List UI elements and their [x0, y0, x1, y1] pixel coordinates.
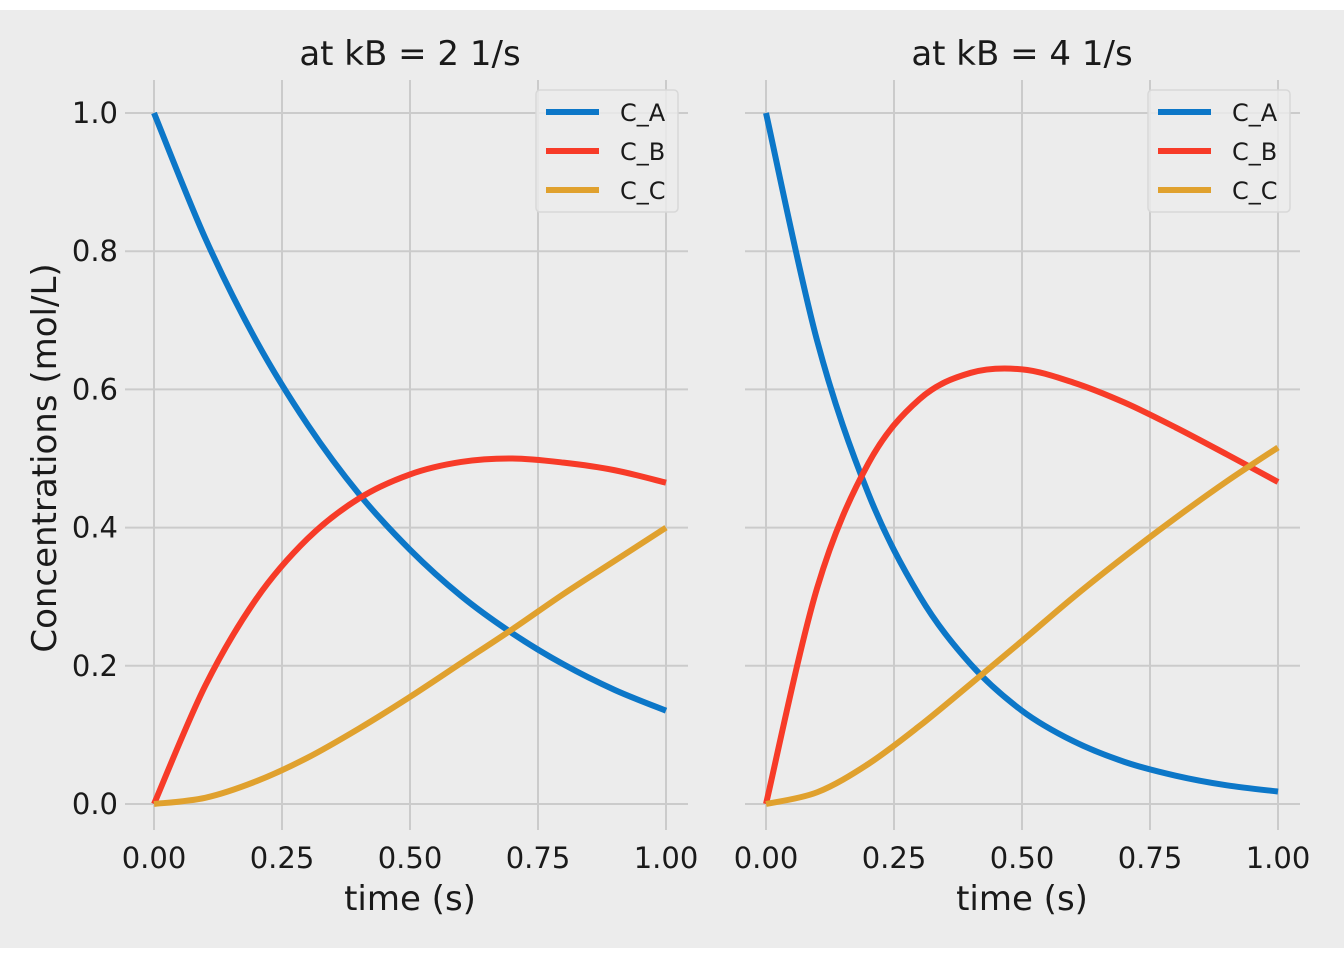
- y-tick-label: 0.2: [72, 649, 118, 683]
- x-tick-label: 0.50: [378, 841, 443, 875]
- x-tick-label: 0.25: [862, 841, 927, 875]
- series-line-c-b: [151, 455, 667, 806]
- y-tick-label: 0.6: [72, 372, 118, 406]
- right-panel-title: at kB = 4 1/s: [911, 34, 1132, 74]
- left-x-axis-label: time (s): [344, 879, 476, 919]
- legend-label: C_C: [620, 177, 666, 205]
- figure: 0.0 0.2 0.4 0.6 0.8 1.0 0.00 0.25 0.50 0.75 1.00 C_…: [0, 10, 1344, 948]
- legend-label: C_A: [1232, 99, 1278, 127]
- x-tick-label: 0.50: [990, 841, 1055, 875]
- series-line-c-a: [763, 112, 1279, 795]
- series-line-c-b: [763, 365, 1280, 805]
- x-tick-label: 1.00: [1246, 841, 1311, 875]
- legend-box: [1147, 89, 1291, 213]
- series-line-c-c: [153, 525, 668, 807]
- right-panel: 0.00 0.25 0.50 0.75 1.00 C_A C_B C_C: [734, 80, 1311, 875]
- x-tick-label: 0.00: [734, 841, 799, 875]
- x-tick-label: 0.25: [250, 841, 315, 875]
- x-tick-label: 1.00: [634, 841, 699, 875]
- x-tick-label: 0.75: [1118, 841, 1183, 875]
- legend-label: C_B: [1232, 138, 1277, 166]
- x-tick-label: 0.75: [506, 841, 571, 875]
- right-x-axis-label: time (s): [956, 879, 1088, 919]
- left-panel-title: at kB = 2 1/s: [299, 34, 520, 74]
- y-axis-label: Concentrations (mol/L): [25, 263, 65, 652]
- y-tick-label: 0.8: [72, 234, 118, 268]
- legend-label: C_C: [1232, 177, 1278, 205]
- chart-canvas: 0.0 0.2 0.4 0.6 0.8 1.0 0.00 0.25 0.50 0.75 1.00 C_…: [25, 34, 1311, 919]
- left-panel: 0.0 0.2 0.4 0.6 0.8 1.0 0.00 0.25 0.50 0.75 1.00 C_…: [72, 80, 698, 875]
- x-tick-label: 0.00: [122, 841, 187, 875]
- legend-label: C_A: [620, 99, 666, 127]
- y-tick-label: 1.0: [72, 96, 118, 130]
- legend-label: C_B: [620, 138, 665, 166]
- legend-box: [535, 89, 679, 213]
- series-line-c-c: [765, 444, 1280, 807]
- y-tick-label: 0.0: [72, 787, 118, 821]
- y-tick-label: 0.4: [72, 511, 118, 545]
- series-line-c-a: [151, 111, 668, 714]
